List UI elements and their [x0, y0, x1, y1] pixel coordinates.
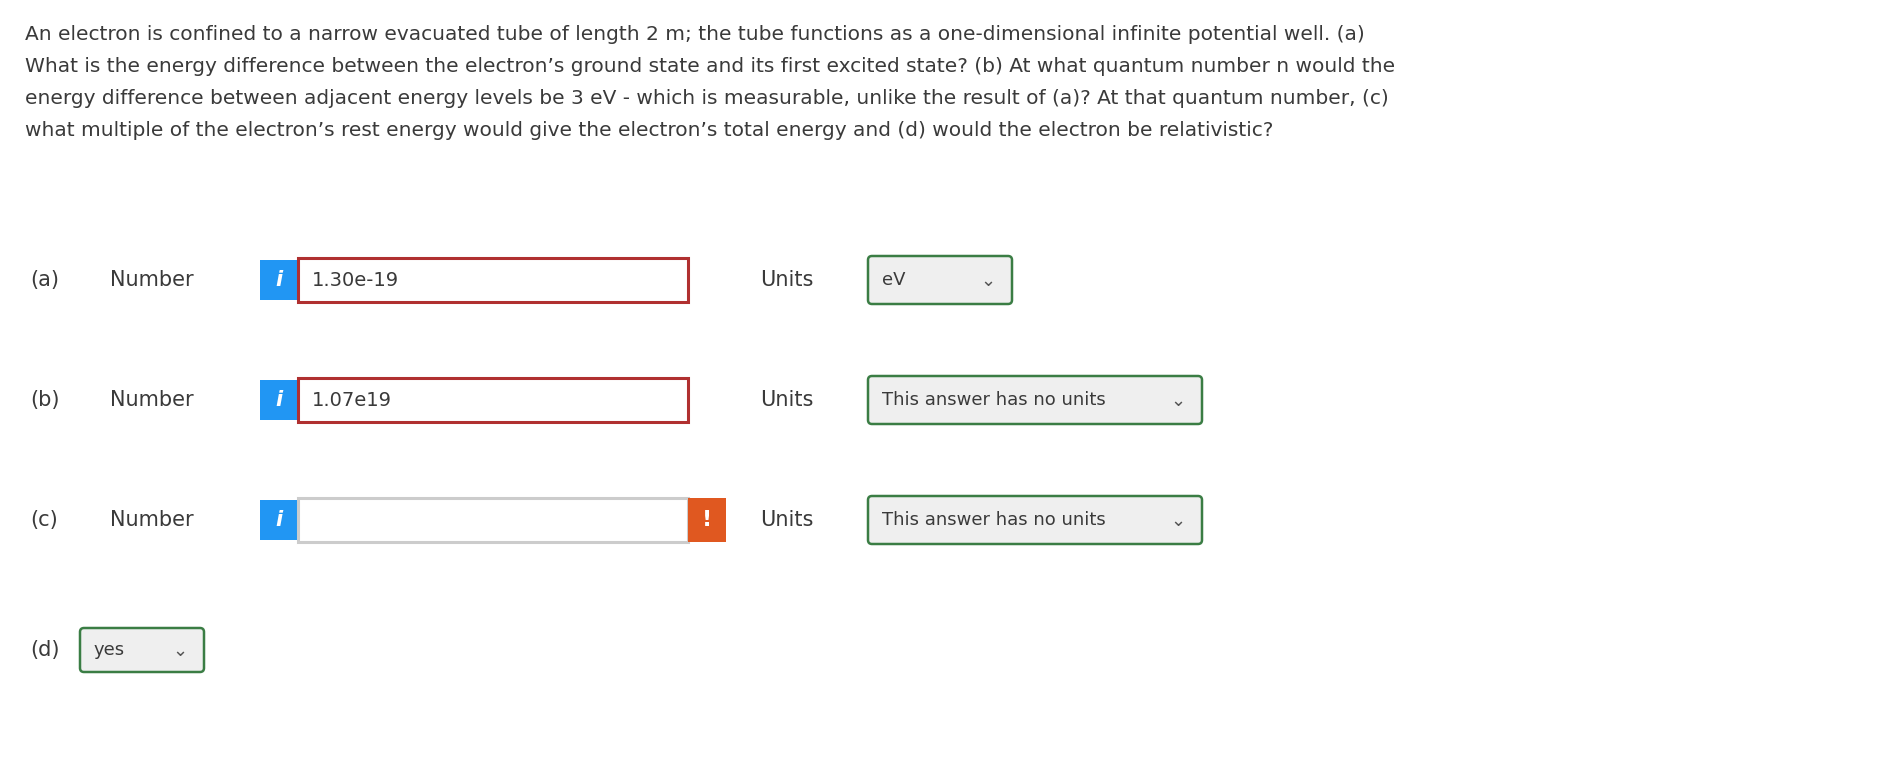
Bar [298, 378, 688, 422]
Text: Units: Units [760, 270, 813, 290]
Text: This answer has no units: This answer has no units [882, 391, 1105, 409]
Text: (c): (c) [30, 510, 57, 530]
Text: ⌄: ⌄ [980, 272, 995, 290]
FancyBboxPatch shape [80, 628, 205, 672]
Bar [260, 500, 298, 540]
Bar [260, 260, 298, 300]
Text: i: i [275, 270, 283, 290]
FancyBboxPatch shape [868, 256, 1012, 304]
Text: Units: Units [760, 390, 813, 410]
Text: An electron is confined to a narrow evacuated tube of length 2 m; the tube funct: An electron is confined to a narrow evac… [25, 24, 1365, 43]
Text: i: i [275, 510, 283, 530]
Text: (b): (b) [30, 390, 59, 410]
Bar [260, 380, 298, 420]
Text: eV: eV [882, 271, 906, 289]
Text: What is the energy difference between the electron’s ground state and its first : What is the energy difference between th… [25, 56, 1395, 75]
Text: yes: yes [95, 641, 125, 659]
Text: what multiple of the electron’s rest energy would give the electron’s total ener: what multiple of the electron’s rest ene… [25, 120, 1274, 139]
Text: ⌄: ⌄ [173, 642, 188, 660]
Text: Number: Number [110, 390, 193, 410]
Text: energy difference between adjacent energy levels be 3 eV - which is measurable, : energy difference between adjacent energ… [25, 88, 1388, 107]
Text: (a): (a) [30, 270, 59, 290]
Text: !: ! [702, 510, 713, 530]
Text: 1.07e19: 1.07e19 [313, 390, 392, 409]
Text: This answer has no units: This answer has no units [882, 511, 1105, 529]
Bar [688, 498, 726, 542]
FancyBboxPatch shape [868, 376, 1202, 424]
FancyBboxPatch shape [868, 496, 1202, 544]
Bar [298, 498, 688, 542]
Text: ⌄: ⌄ [1170, 512, 1185, 530]
Text: ⌄: ⌄ [1170, 392, 1185, 410]
Text: Number: Number [110, 510, 193, 530]
Text: 1.30e-19: 1.30e-19 [313, 271, 400, 290]
Text: Number: Number [110, 270, 193, 290]
Text: Units: Units [760, 510, 813, 530]
Text: i: i [275, 390, 283, 410]
Text: (d): (d) [30, 640, 59, 660]
Bar [298, 258, 688, 302]
